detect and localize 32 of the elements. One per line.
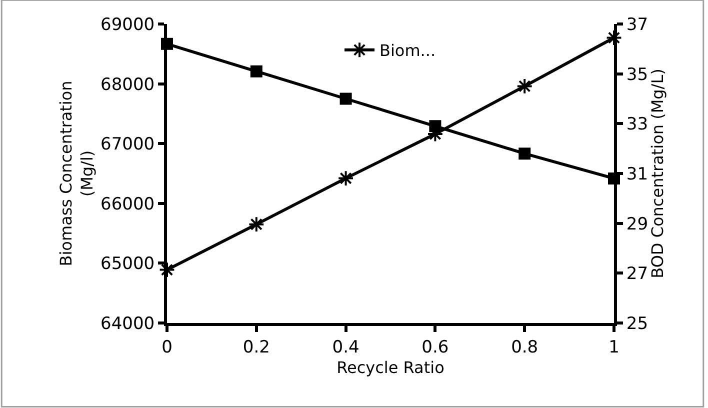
x-tick-label: 0.2 <box>242 337 270 358</box>
y2-tick-label: 37 <box>626 14 648 35</box>
x-tick-label: 0.4 <box>332 337 360 358</box>
y2-tick-label: 29 <box>626 214 648 234</box>
y-tick-label: 65000 <box>100 254 155 274</box>
y-tick-label: 69000 <box>100 14 155 35</box>
y2-tick-label: 35 <box>626 64 648 85</box>
point <box>516 78 533 94</box>
x-tick-label: 0 <box>162 337 172 358</box>
y2-tick-label: 25 <box>626 314 648 334</box>
y-tick-label: 67000 <box>100 134 155 155</box>
point <box>250 65 262 78</box>
point <box>248 216 265 233</box>
y-tick-label: 68000 <box>100 74 155 95</box>
y-tick-label: 64000 <box>100 314 155 334</box>
y2-tick-label: 27 <box>626 264 648 284</box>
point <box>340 92 352 105</box>
x-tick-label: 1 <box>608 337 620 358</box>
point <box>158 262 176 278</box>
point <box>606 30 622 46</box>
y2-tick-label: 33 <box>626 114 648 135</box>
point <box>518 148 531 160</box>
y2-axis-title: BOD Concentration (Mg/L) <box>648 68 668 278</box>
y-tick-label: 66000 <box>100 194 155 214</box>
legend-label: Biom... <box>380 41 436 60</box>
y2-tick-label: 31 <box>626 164 648 184</box>
y-axis-title: Biomass Concentration (Mg/l) <box>56 80 96 266</box>
x-axis-title: Recycle Ratio <box>336 358 444 378</box>
point <box>429 120 442 132</box>
x-tick-label: 0.8 <box>511 337 538 358</box>
point <box>338 170 354 186</box>
x-tick-label: 0.6 <box>422 337 449 358</box>
